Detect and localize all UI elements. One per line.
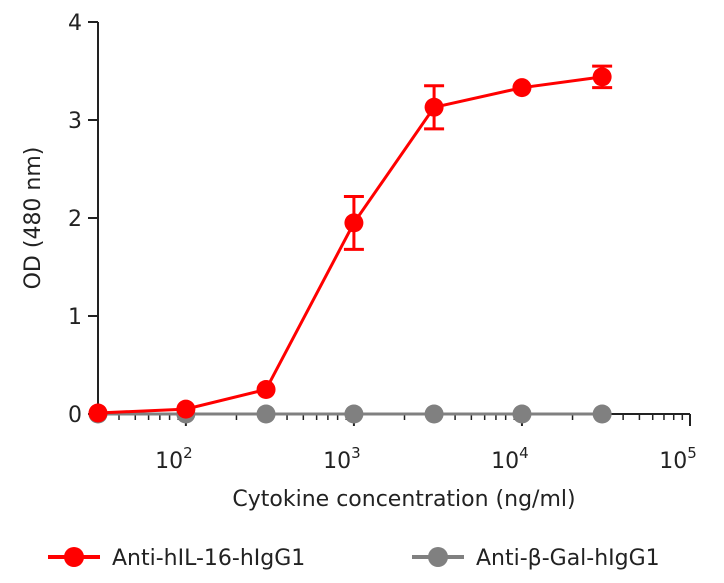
- x-tick-label: 103: [323, 444, 361, 474]
- legend-label: Anti-β-Gal-hIgG1: [476, 546, 660, 571]
- legend: Anti-hIL-16-hIgG1 Anti-β-Gal-hIgG1: [48, 546, 660, 571]
- series-group: [88, 404, 612, 424]
- data-point: [424, 97, 444, 117]
- legend-item: Anti-β-Gal-hIgG1: [412, 546, 660, 571]
- data-point: [512, 404, 532, 424]
- data-point: [256, 380, 276, 399]
- legend-marker: [428, 547, 448, 567]
- y-axis-title: OD (480 nm): [21, 147, 46, 290]
- y-tick-label: 0: [68, 403, 82, 428]
- series-layer: [88, 64, 613, 424]
- data-point: [88, 403, 108, 423]
- x-tick-label: 104: [491, 444, 529, 474]
- legend-marker: [64, 547, 84, 567]
- x-axis-title: Cytokine concentration (ng/ml): [232, 487, 575, 512]
- data-point: [592, 67, 612, 87]
- y-tick-label: 1: [68, 305, 82, 330]
- x-tick-label: 102: [155, 444, 193, 474]
- data-point: [176, 399, 196, 419]
- data-point: [256, 404, 276, 424]
- series-line: [97, 75, 603, 415]
- data-point: [424, 404, 444, 424]
- data-point: [512, 78, 532, 98]
- y-tick-label: 4: [68, 11, 82, 36]
- series-group: [88, 64, 613, 423]
- legend-label: Anti-hIL-16-hIgG1: [112, 546, 305, 571]
- data-point: [344, 213, 364, 233]
- data-point: [592, 404, 612, 424]
- y-tick-label: 3: [68, 109, 82, 134]
- x-tick-label: 105: [659, 444, 697, 474]
- data-point: [344, 404, 364, 424]
- y-tick-label: 2: [68, 207, 82, 232]
- legend-item: Anti-hIL-16-hIgG1: [48, 546, 305, 571]
